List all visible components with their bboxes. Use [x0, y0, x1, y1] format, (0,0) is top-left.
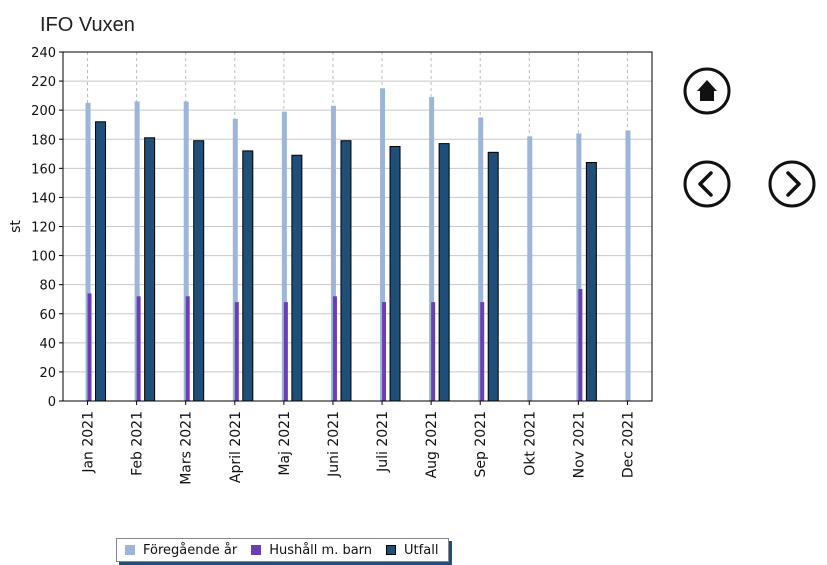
bar-f-reg-ende-r [134, 101, 140, 402]
bar-f-reg-ende-r [527, 136, 533, 401]
bar-f-reg-ende-r [281, 111, 287, 401]
legend-item-utfall: Utfall [386, 543, 438, 558]
legend-swatch-utfall [386, 545, 397, 555]
bar-utfall [193, 140, 205, 402]
x-tick-label: Maj 2021 [277, 411, 293, 476]
bar-hush-ll-m-barn [234, 302, 239, 401]
x-tick-label: Nov 2021 [571, 411, 587, 478]
y-tick-label: 240 [31, 46, 56, 61]
bar-f-reg-ende-r [85, 102, 91, 401]
x-tick-label: Jan 2021 [81, 411, 97, 474]
next-button[interactable] [767, 159, 817, 209]
bar-hush-ll-m-barn [136, 296, 141, 401]
home-icon [697, 80, 717, 101]
bar-f-reg-ende-r [576, 133, 582, 401]
home-button[interactable] [682, 66, 732, 116]
bar-utfall [389, 146, 401, 402]
bar-hush-ll-m-barn [185, 296, 190, 401]
previous-button[interactable] [682, 159, 732, 209]
x-tick-label: Sep 2021 [473, 411, 489, 477]
legend-label: Föregående år [143, 542, 238, 558]
bar-utfall [291, 154, 303, 402]
bar-utfall [95, 121, 107, 402]
x-tick-label: Mars 2021 [179, 411, 195, 485]
legend-swatch-hushall-m-barn [251, 545, 262, 555]
bar-f-reg-ende-r [478, 117, 484, 401]
legend-item-hushall-m-barn: Hushåll m. barn [251, 543, 372, 558]
x-tick-label: Juli 2021 [375, 411, 391, 473]
bar-hush-ll-m-barn [87, 293, 92, 401]
bar-f-reg-ende-r [183, 101, 189, 402]
bar-f-reg-ende-r [625, 130, 631, 401]
bar-f-reg-ende-r [232, 118, 238, 402]
y-tick-label: 40 [39, 337, 56, 352]
bar-hush-ll-m-barn [332, 296, 337, 401]
legend-swatch-foregaende-ar [125, 545, 135, 555]
y-axis-label: st [8, 220, 24, 233]
bar-f-reg-ende-r [330, 105, 336, 401]
legend-item-foregaende-ar: Föregående år [125, 543, 237, 558]
chart-legend: Föregående år Hushåll m. barn Utfall [116, 538, 450, 562]
x-tick-label: Aug 2021 [424, 411, 440, 478]
bar-utfall [487, 151, 499, 402]
y-tick-label: 200 [31, 104, 56, 119]
x-tick-label: Dec 2021 [620, 411, 636, 478]
y-tick-label: 220 [31, 75, 56, 90]
x-tick-label: Feb 2021 [130, 411, 146, 476]
chevron-left-icon [698, 171, 713, 197]
y-tick-label: 120 [31, 221, 56, 236]
bar-f-reg-ende-r [380, 88, 386, 402]
bar-hush-ll-m-barn [578, 289, 583, 401]
plot-frame [62, 51, 653, 402]
bar-f-reg-ende-r [429, 97, 435, 402]
x-tick-label: Okt 2021 [522, 411, 538, 476]
legend-label: Hushåll m. barn [269, 542, 373, 558]
y-tick-label: 180 [31, 133, 56, 148]
y-tick-label: 0 [48, 395, 56, 410]
bar-hush-ll-m-barn [431, 302, 436, 401]
bar-utfall [144, 137, 156, 402]
bar-hush-ll-m-barn [382, 302, 387, 401]
bar-hush-ll-m-barn [480, 302, 485, 401]
x-tick-label: Juni 2021 [326, 411, 342, 478]
y-tick-label: 20 [39, 366, 56, 381]
y-tick-label: 100 [31, 250, 56, 265]
chart-title: IFO Vuxen [40, 14, 135, 36]
y-tick-label: 80 [39, 279, 56, 294]
y-tick-label: 60 [39, 308, 56, 323]
bar-utfall [242, 150, 254, 402]
bar-utfall [585, 162, 597, 402]
chevron-right-icon [786, 171, 801, 197]
y-tick-label: 140 [31, 191, 56, 206]
bar-utfall [438, 143, 450, 402]
y-tick-label: 160 [31, 162, 56, 177]
legend-label: Utfall [404, 542, 439, 558]
x-tick-label: April 2021 [228, 411, 244, 483]
bar-utfall [340, 140, 352, 402]
bar-hush-ll-m-barn [283, 302, 288, 401]
